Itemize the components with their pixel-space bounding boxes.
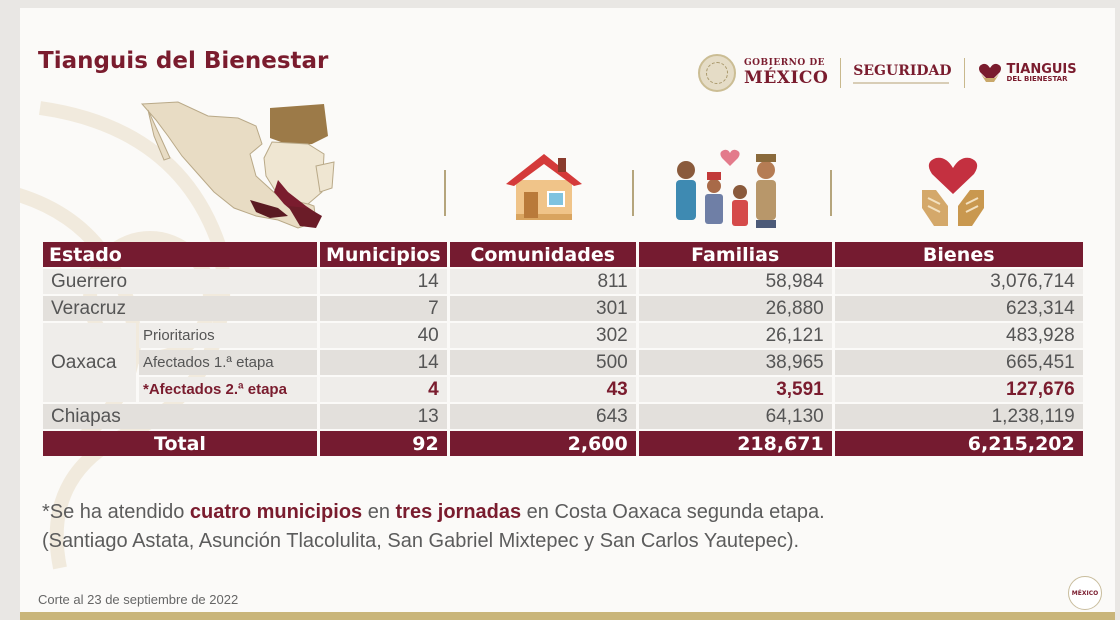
cell-municipios: 14: [320, 269, 447, 294]
cell-subgroup: *Afectados 2.ª etapa: [139, 377, 317, 402]
table-row: Chiapas 13 643 64,130 1,238,119: [43, 404, 1083, 429]
cutoff-date: Corte al 23 de septiembre de 2022: [38, 592, 239, 607]
cell-municipios: 4: [320, 377, 447, 402]
total-bienes: 6,215,202: [834, 431, 1083, 456]
cell-bienes: 483,928: [834, 323, 1083, 348]
cell-municipios: 7: [320, 296, 447, 321]
total-label: Total: [43, 431, 317, 456]
icon-divider: [632, 170, 634, 216]
table-header-row: Estado Municipios Comunidades Familias B…: [43, 242, 1083, 267]
cell-bienes: 665,451: [834, 350, 1083, 375]
cell-bienes: 623,314: [834, 296, 1083, 321]
logo-divider: [840, 58, 842, 88]
cell-familias: 26,880: [638, 296, 832, 321]
cell-comunidades: 500: [449, 350, 636, 375]
table-row: Afectados 1.ª etapa 14 500 38,965 665,45…: [43, 350, 1083, 375]
table-row-highlight: *Afectados 2.ª etapa 4 43 3,591 127,676: [43, 377, 1083, 402]
gobierno-seal-icon: [698, 54, 736, 92]
header-municipios: Municipios: [320, 242, 447, 267]
header-logos: GOBIERNO DE MÉXICO SEGURIDAD TIANGUIS DE…: [698, 50, 1077, 96]
corner-logo: MÉXICO: [1068, 576, 1102, 610]
cell-familias: 38,965: [638, 350, 832, 375]
footnote-bold-jornadas: tres jornadas: [395, 501, 522, 523]
cell-estado: Oaxaca: [43, 323, 136, 402]
cell-comunidades: 811: [449, 269, 636, 294]
family-icon: [676, 149, 776, 228]
seguridad-text: SEGURIDAD: [853, 62, 952, 79]
icon-divider: [830, 170, 832, 216]
gobierno-logo: GOBIERNO DE MÉXICO: [744, 59, 828, 87]
mexico-map-icon: [140, 101, 335, 229]
footnote-bold-municipios: cuatro municipios: [189, 501, 363, 523]
cell-bienes: 1,238,119: [834, 404, 1083, 429]
cell-familias: 58,984: [638, 269, 832, 294]
footnote-text: en: [362, 501, 396, 523]
header-comunidades: Comunidades: [449, 242, 636, 267]
table-row: Oaxaca Prioritarios 40 302 26,121 483,92…: [43, 323, 1083, 402]
footnote-line1: *Se ha atendido cuatro municipios en tre…: [42, 498, 825, 527]
logo-divider: [963, 58, 965, 88]
house-icon: [506, 154, 582, 220]
header-estado: Estado: [43, 242, 317, 267]
cell-bienes: 3,076,714: [834, 269, 1083, 294]
cell-municipios: 14: [320, 350, 447, 375]
cell-bienes: 127,676: [834, 377, 1083, 402]
cell-familias: 3,591: [638, 377, 832, 402]
footnote-text: *Se ha atendido: [42, 501, 190, 523]
tianguis-heart-icon: [978, 63, 1001, 82]
footnote-text: en Costa Oaxaca segunda etapa.: [521, 501, 825, 523]
cell-comunidades: 302: [449, 323, 636, 348]
cell-familias: 26,121: [638, 323, 832, 348]
tianguis-logo: TIANGUIS DEL BIENESTAR: [977, 60, 1077, 86]
cell-comunidades: 43: [449, 377, 636, 402]
cell-estado: Chiapas: [43, 404, 317, 429]
footnote: *Se ha atendido cuatro municipios en tre…: [42, 498, 825, 556]
tianguis-line1: TIANGUIS: [1006, 62, 1077, 77]
seguridad-logo: SEGURIDAD: [853, 62, 952, 84]
cell-estado: Veracruz: [43, 296, 317, 321]
hands-heart-icon: [922, 157, 984, 226]
cell-comunidades: 301: [449, 296, 636, 321]
cell-municipios: 40: [320, 323, 447, 348]
cell-municipios: 13: [320, 404, 447, 429]
cell-familias: 64,130: [638, 404, 832, 429]
total-municipios: 92: [320, 431, 447, 456]
header-bienes: Bienes: [834, 242, 1083, 267]
header-familias: Familias: [638, 242, 832, 267]
data-table: Estado Municipios Comunidades Familias B…: [40, 240, 1086, 458]
corner-logo-text: MÉXICO: [1071, 589, 1099, 597]
gobierno-line1: GOBIERNO DE: [744, 58, 826, 68]
footnote-line2: (Santiago Astata, Asunción Tlacolulita, …: [42, 530, 800, 552]
cell-subgroup: Prioritarios: [139, 323, 317, 348]
table-row: Veracruz 7 301 26,880 623,314: [43, 296, 1083, 321]
slide: Tianguis del Bienestar GOBIERNO DE MÉXIC…: [20, 8, 1115, 612]
tianguis-line2: DEL BIENESTAR: [1006, 75, 1068, 83]
gobierno-line2: MÉXICO: [744, 68, 829, 88]
table-row: Guerrero 14 811 58,984 3,076,714: [43, 269, 1083, 294]
total-comunidades: 2,600: [449, 431, 636, 456]
page-title: Tianguis del Bienestar: [38, 48, 329, 74]
total-familias: 218,671: [638, 431, 832, 456]
seguridad-subtext-line: [853, 81, 950, 84]
cell-comunidades: 643: [449, 404, 636, 429]
cell-subgroup: Afectados 1.ª etapa: [139, 350, 317, 375]
bottom-gold-bar: [20, 612, 1115, 620]
table-total-row: Total 92 2,600 218,671 6,215,202: [43, 431, 1083, 456]
cell-estado: Guerrero: [43, 269, 317, 294]
icon-divider: [444, 170, 446, 216]
